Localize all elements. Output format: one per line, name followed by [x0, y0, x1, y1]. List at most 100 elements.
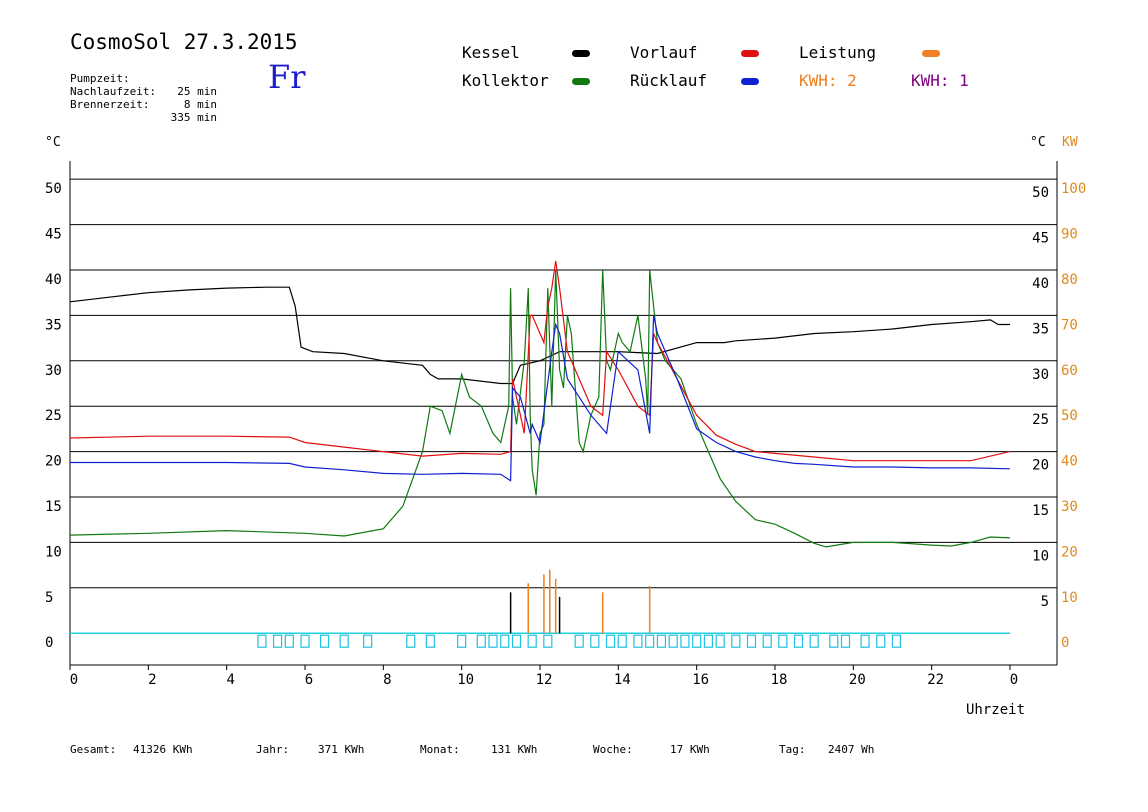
pump-marker [680, 634, 690, 648]
pump-marker [829, 634, 839, 648]
y2-tick-label: 30 [1061, 499, 1078, 515]
pump-marker [574, 634, 584, 648]
y-right-tick-label: 25 [1032, 412, 1049, 428]
y-tick-label: 25 [45, 408, 62, 424]
pump-marker [590, 634, 600, 648]
pump-marker [840, 634, 851, 648]
legend-kwh-a: KWH: 2 [799, 71, 857, 90]
pump-marker [778, 634, 788, 648]
x-tick-label: 18 [771, 672, 788, 688]
footer-total-value: 41326 KWh [133, 743, 193, 756]
x-tick-label: 0 [1010, 672, 1018, 688]
y-tick-label: 50 [45, 181, 62, 197]
pump-marker [668, 634, 678, 648]
left-unit-label: °C [45, 135, 61, 150]
right-unit-label: °C [1030, 135, 1046, 150]
pump-marker [746, 634, 757, 648]
legend-kollektor-swatch [572, 78, 590, 85]
chart-title: CosmoSol 27.3.2015 [70, 30, 298, 54]
x-tick-label: 2 [148, 672, 156, 688]
y2-tick-label: 100 [1061, 181, 1086, 197]
y-tick-label: 45 [45, 227, 62, 243]
pump-marker [633, 634, 643, 648]
footer-month-label: Monat: [420, 743, 460, 756]
y-tick-label: 35 [45, 317, 62, 333]
pump-marker [457, 634, 467, 648]
legend-vorlauf-swatch [741, 50, 759, 57]
legend-ruecklauf-swatch [741, 78, 759, 85]
y2-tick-label: 60 [1061, 363, 1078, 379]
pump-marker [319, 634, 330, 648]
pump-marker [656, 634, 667, 648]
y-tick-label: 0 [45, 635, 53, 651]
y-tick-label: 5 [45, 590, 53, 606]
series-line-rücklauf [70, 315, 1011, 482]
footer-week-value: 17 KWh [670, 743, 710, 756]
x-tick-label: 0 [70, 672, 78, 688]
afterrun-time-value: 8 min [183, 98, 217, 111]
series-line-vorlauf [69, 260, 1011, 462]
pump-marker [605, 634, 616, 648]
y-right-tick-label: 40 [1032, 276, 1049, 292]
y-right-tick-label: 30 [1032, 367, 1049, 383]
pump-marker [363, 634, 373, 648]
burner-time-label: Brennerzeit: [70, 98, 150, 111]
pump-marker [793, 634, 804, 648]
y-tick-label: 15 [45, 499, 62, 515]
x-tick-label: 10 [457, 672, 474, 688]
pump-marker [692, 634, 702, 648]
series-line-kollektor [69, 269, 1011, 548]
x-tick-label: 14 [614, 672, 631, 688]
pump-marker [257, 634, 267, 648]
x-tick-label: 22 [927, 672, 944, 688]
footer-month-value: 131 KWh [491, 743, 538, 756]
pump-time-label: Pumpzeit: [70, 72, 130, 85]
legend-leistung-label: Leistung [799, 43, 877, 62]
pump-marker [860, 634, 870, 648]
footer-year-value: 371 KWh [318, 743, 365, 756]
y2-tick-label: 20 [1061, 544, 1078, 560]
pump-marker [300, 634, 310, 648]
y-tick-label: 40 [45, 272, 62, 288]
pump-marker [284, 634, 294, 648]
y-right-tick-label: 20 [1032, 458, 1049, 474]
pump-marker [543, 634, 553, 648]
x-tick-label: 16 [692, 672, 709, 688]
pump-marker [617, 634, 627, 648]
footer-week-label: Woche: [593, 743, 633, 756]
x-tick-label: 8 [383, 672, 391, 688]
y2-tick-label: 10 [1061, 590, 1078, 606]
legend-leistung-swatch [922, 50, 940, 57]
pump-marker [527, 634, 537, 648]
x-tick-label: 6 [305, 672, 313, 688]
pump-marker [476, 634, 486, 648]
burner-time-value: 335 min [170, 111, 217, 124]
footer-year-label: Jahr: [256, 743, 290, 756]
series-line-kessel [69, 286, 1010, 385]
y2-tick-label: 0 [1061, 635, 1069, 651]
pump-marker [703, 634, 714, 648]
x-tick-label: 20 [849, 672, 866, 688]
pump-marker [425, 634, 435, 648]
footer-day-label: Tag: [779, 743, 806, 756]
pump-marker [272, 634, 283, 648]
y2-tick-label: 40 [1061, 454, 1078, 470]
y2-tick-label: 50 [1061, 408, 1078, 424]
legend-ruecklauf-label: Rücklauf [630, 71, 708, 90]
pump-marker [731, 634, 741, 648]
y2-tick-label: 80 [1061, 272, 1078, 288]
x-axis-label: Uhrzeit [966, 702, 1026, 718]
afterrun-time-label: Nachlaufzeit: [70, 85, 157, 98]
footer-total-label: Gesamt: [70, 743, 117, 756]
y2-tick-label: 70 [1061, 317, 1078, 333]
pump-marker [488, 634, 498, 648]
y-right-tick-label: 45 [1032, 231, 1049, 247]
footer-day-value: 2407 Wh [828, 743, 875, 756]
pump-marker [339, 634, 349, 648]
y-right-tick-label: 50 [1032, 185, 1049, 201]
pump-marker [876, 634, 886, 648]
y-right-tick-label: 5 [1041, 594, 1049, 610]
burner-time: Brennerzeit: 335 min [70, 85, 217, 124]
pump-marker [406, 634, 416, 648]
